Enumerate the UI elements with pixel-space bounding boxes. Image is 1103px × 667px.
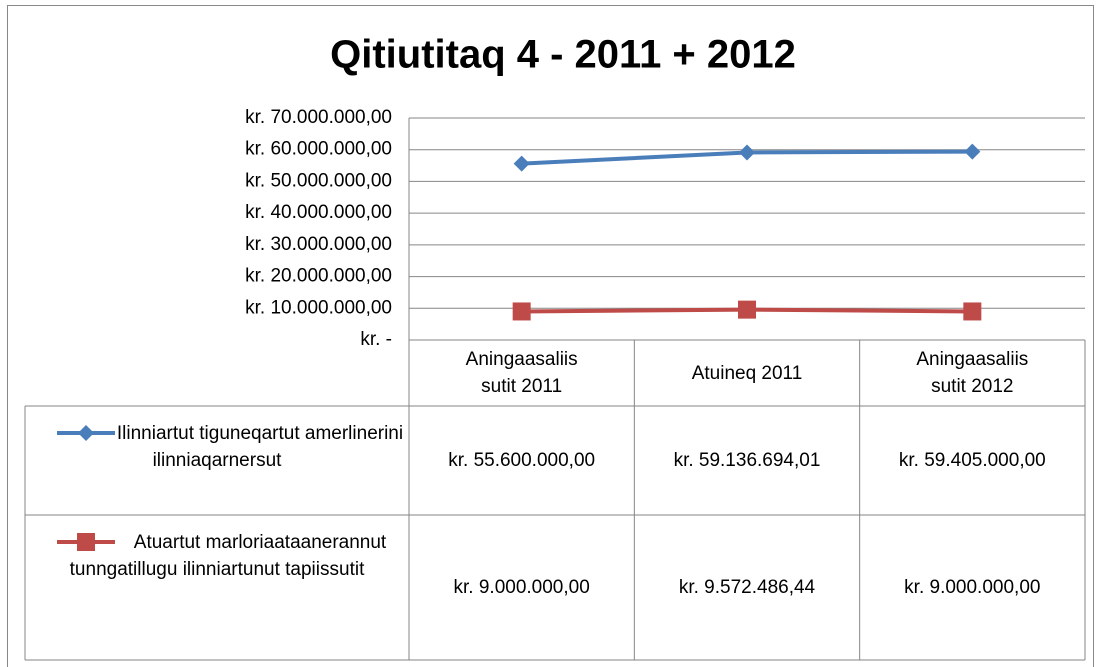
y-tick-label: kr. 70.000.000,00 [245,107,392,128]
legend-label: Atuartut marloriaataanerannut tunngatill… [25,515,409,660]
y-tick-label: kr. 30.000.000,00 [245,234,392,255]
legend-label: Ilinniartut tiguneqartut amerlinerini il… [25,406,409,515]
y-tick-label: kr. 10.000.000,00 [245,297,392,318]
data-point [964,143,981,160]
chart-title: Qitiutitaq 4 - 2011 + 2012 [330,33,796,77]
category-label: Aningaasaliis sutit 2012 [916,349,1029,397]
value-label: kr. 55.600.000,00 [448,450,596,471]
y-tick-label: kr. 60.000.000,00 [245,139,392,160]
chart-frame [7,5,1094,667]
data-point [512,302,531,321]
legend-text: Ilinniartut tiguneqartut amerlinerini il… [116,423,404,471]
value-label: kr. 59.405.000,00 [898,450,1046,471]
category-label: Aningaasaliis sutit 2011 [465,349,578,397]
legend-key-marker [77,533,95,551]
y-tick-label: kr. 40.000.000,00 [245,202,392,223]
value-label: kr. 9.572.486,44 [678,577,816,598]
data-point [739,144,755,161]
value-label: kr. 9.000.000,00 [904,577,1041,598]
y-tick-label: kr. 20.000.000,00 [245,266,392,287]
value-label: kr. 59.136.694,01 [673,450,821,471]
legend-key-marker [78,425,94,441]
value-label: kr. 9.000.000,00 [453,577,590,598]
data-point [738,300,756,319]
data-point [963,302,982,321]
legend-text: Atuartut marloriaataanerannut tunngatill… [69,532,387,580]
y-tick-label: kr. - [360,329,392,350]
data-point [513,155,530,172]
y-tick-label: kr. 50.000.000,00 [245,170,392,191]
category-label: Atuineq 2011 [691,362,803,384]
